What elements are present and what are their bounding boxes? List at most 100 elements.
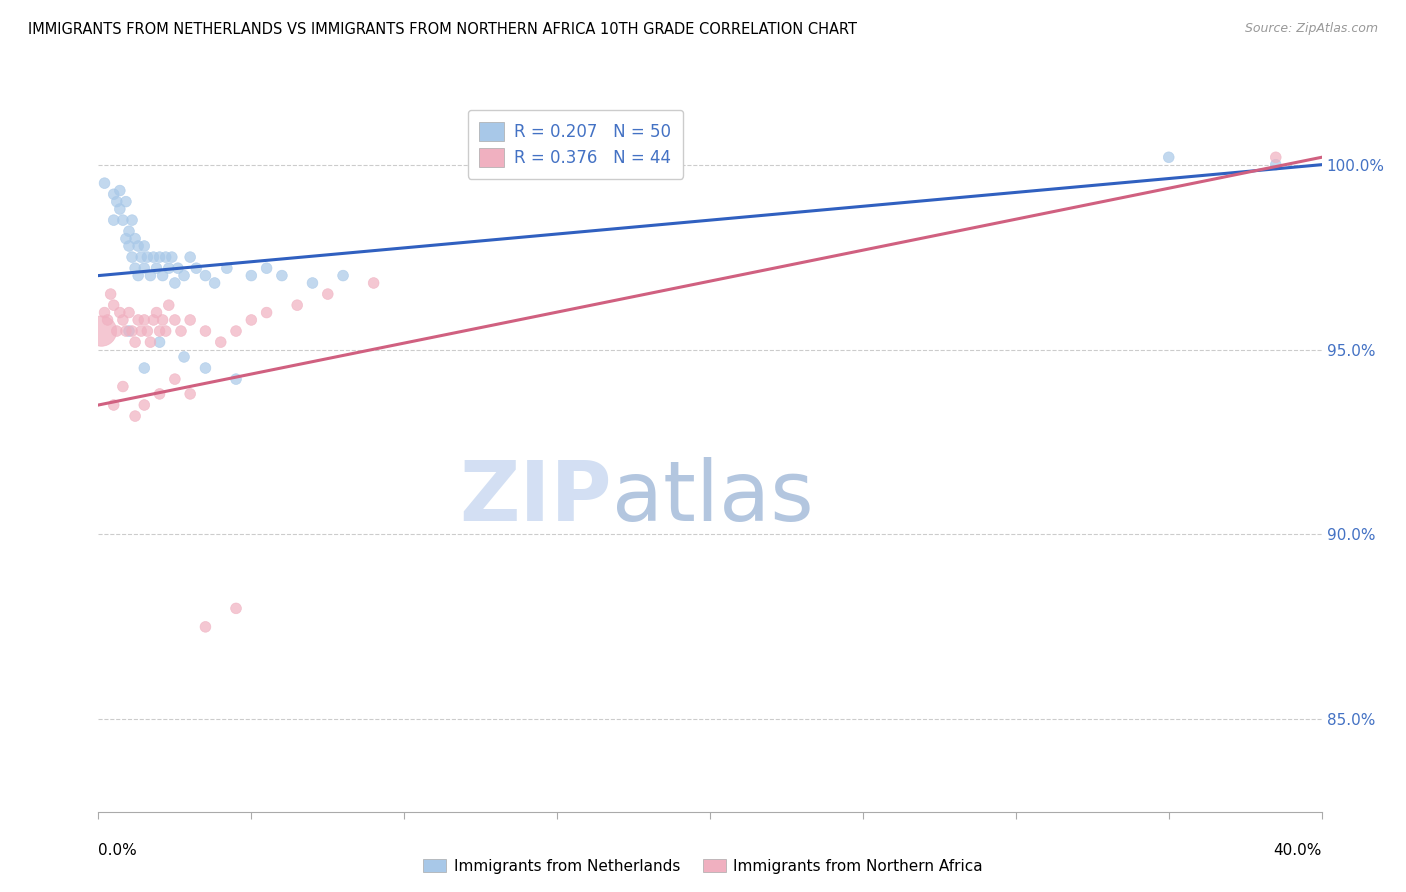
Point: [194, 361, 217, 376]
Point: [105, 194, 128, 209]
Point: [149, 387, 172, 401]
Point: [179, 387, 201, 401]
Point: [134, 361, 156, 376]
Point: [285, 298, 308, 312]
Point: [1264, 150, 1286, 164]
Point: [136, 324, 159, 338]
Point: [90, 324, 112, 338]
Point: [332, 268, 354, 283]
Text: IMMIGRANTS FROM NETHERLANDS VS IMMIGRANTS FROM NORTHERN AFRICA 10TH GRADE CORREL: IMMIGRANTS FROM NETHERLANDS VS IMMIGRANT…: [28, 22, 858, 37]
Point: [121, 324, 143, 338]
Point: [173, 268, 195, 283]
Point: [118, 324, 141, 338]
Legend: R = 0.207   N = 50, R = 0.376   N = 44: R = 0.207 N = 50, R = 0.376 N = 44: [468, 110, 683, 178]
Point: [149, 335, 172, 350]
Point: [127, 313, 149, 327]
Point: [225, 601, 247, 615]
Point: [142, 313, 165, 327]
Point: [225, 372, 247, 386]
Point: [134, 261, 156, 276]
Point: [157, 298, 180, 312]
Point: [194, 268, 217, 283]
Point: [149, 324, 172, 338]
Point: [157, 261, 180, 276]
Point: [115, 194, 138, 209]
Point: [316, 287, 339, 301]
Point: [240, 313, 263, 327]
Point: [240, 268, 263, 283]
Point: [118, 305, 141, 319]
Point: [152, 313, 174, 327]
Point: [363, 276, 385, 290]
Point: [142, 250, 165, 264]
Point: [155, 324, 177, 338]
Point: [127, 268, 149, 283]
Point: [111, 379, 134, 393]
Point: [134, 313, 156, 327]
Point: [129, 250, 152, 264]
Point: [179, 313, 201, 327]
Point: [194, 620, 217, 634]
Point: [118, 239, 141, 253]
Point: [111, 313, 134, 327]
Point: [134, 239, 156, 253]
Point: [139, 335, 162, 350]
Point: [124, 261, 146, 276]
Legend: Immigrants from Netherlands, Immigrants from Northern Africa: Immigrants from Netherlands, Immigrants …: [416, 853, 990, 880]
Point: [111, 213, 134, 227]
Point: [108, 184, 131, 198]
Y-axis label: 10th Grade: 10th Grade: [0, 411, 7, 499]
Point: [124, 232, 146, 246]
Point: [93, 176, 115, 190]
Point: [124, 409, 146, 423]
Point: [136, 250, 159, 264]
Point: [103, 187, 125, 202]
Point: [179, 250, 201, 264]
Point: [170, 324, 193, 338]
Point: [163, 372, 186, 386]
Point: [256, 305, 278, 319]
Point: [1264, 158, 1286, 172]
Point: [301, 276, 323, 290]
Point: [145, 305, 167, 319]
Point: [121, 250, 143, 264]
Text: ZIP: ZIP: [460, 458, 612, 538]
Point: [124, 335, 146, 350]
Point: [160, 250, 183, 264]
Point: [163, 276, 186, 290]
Point: [149, 250, 172, 264]
Point: [127, 239, 149, 253]
Point: [173, 350, 195, 364]
Point: [103, 213, 125, 227]
Point: [155, 250, 177, 264]
Point: [163, 313, 186, 327]
Point: [103, 398, 125, 412]
Point: [215, 261, 238, 276]
Point: [270, 268, 294, 283]
Point: [108, 202, 131, 216]
Text: Source: ZipAtlas.com: Source: ZipAtlas.com: [1244, 22, 1378, 36]
Point: [209, 335, 232, 350]
Point: [97, 313, 120, 327]
Point: [103, 298, 125, 312]
Point: [129, 324, 152, 338]
Point: [256, 261, 278, 276]
Point: [139, 268, 162, 283]
Point: [115, 232, 138, 246]
Point: [167, 261, 190, 276]
Text: 0.0%: 0.0%: [98, 843, 138, 858]
Point: [118, 224, 141, 238]
Point: [108, 305, 131, 319]
Point: [145, 261, 167, 276]
Point: [100, 287, 122, 301]
Point: [204, 276, 226, 290]
Point: [121, 213, 143, 227]
Point: [134, 398, 156, 412]
Point: [1157, 150, 1180, 164]
Point: [93, 305, 115, 319]
Point: [186, 261, 208, 276]
Text: atlas: atlas: [612, 458, 814, 538]
Point: [105, 324, 128, 338]
Point: [225, 324, 247, 338]
Point: [194, 324, 217, 338]
